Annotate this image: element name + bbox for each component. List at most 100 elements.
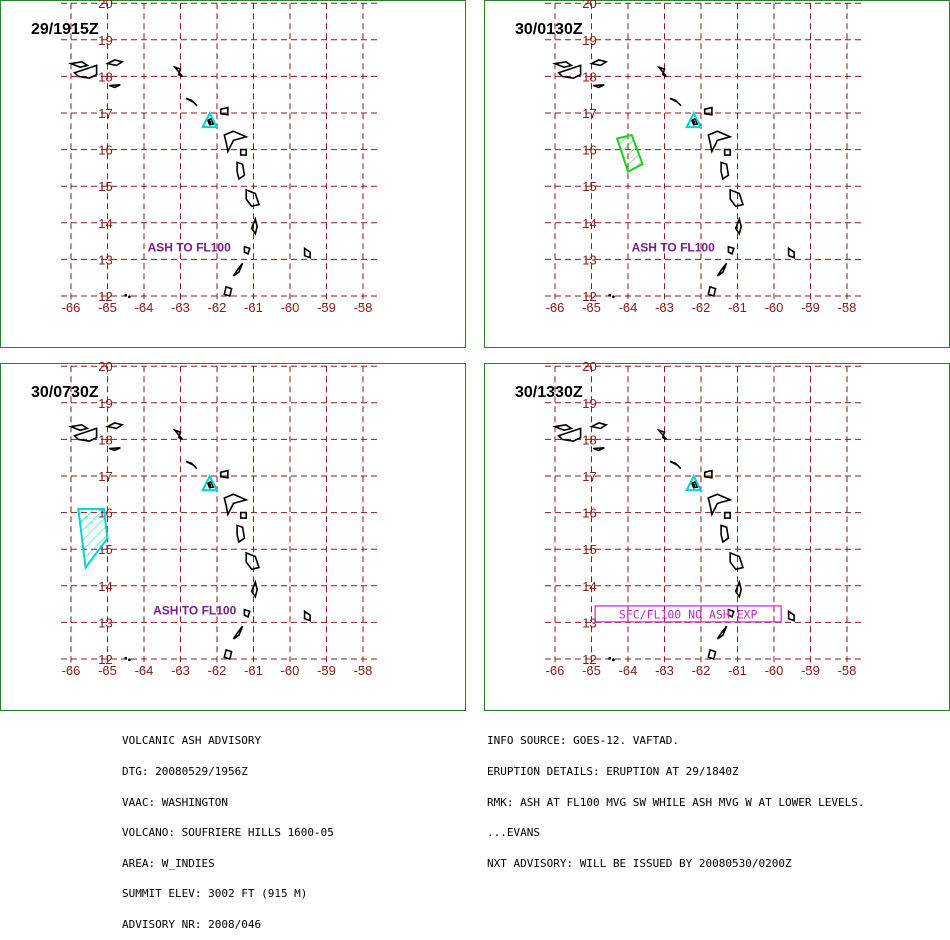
lon-tick-label: -66 [62,663,81,678]
ash-label: ASH TO FL100 [153,603,236,617]
st-croix-outline [593,84,605,89]
lon-tick-label: -61 [244,663,263,678]
lon-tick-label: -64 [135,663,154,678]
lon-tick-label: -63 [171,663,190,678]
lat-tick-label: 13 [98,252,112,267]
st-croix-outline [109,84,121,89]
lat-tick-label: 16 [98,143,112,158]
puerto-rico-outline [73,64,98,80]
lon-tick-label: -62 [692,300,711,315]
lon-tick-label: -58 [838,300,857,315]
panel-time-label: 29/1915Z [31,21,99,38]
lat-tick-label: 12 [98,652,112,667]
guadeloupe-outline [223,130,249,154]
map-canvas-2: -66 -65 -64 -63 -62 -61 -60 -59 -58 12 13 14 15 16 17 1… [545,0,861,315]
lon-tick-label: -63 [171,300,190,315]
lat-tick-label: 20 [582,0,596,11]
st-kitts-outline [669,460,682,470]
virgin-islands-outline [105,422,125,430]
islet-dot [127,295,131,299]
barbados-outline [303,609,311,622]
puerto-rico-west-outline [552,423,574,432]
antigua-outline [703,106,713,116]
islet-dot [608,293,612,297]
grenada-outline [707,285,717,298]
st-vincent-outline [727,608,735,619]
volcano-triangle-icon [685,110,703,129]
barbados-outline [303,246,311,259]
advisory-line: ERUPTION DETAILS: ERUPTION AT 29/1840Z [487,765,739,778]
lon-tick-label: -63 [655,663,674,678]
lat-tick-label: 16 [582,506,596,521]
lat-tick-label: 13 [582,615,596,630]
st-croix-outline [593,447,605,452]
virgin-islands-outline [105,59,125,67]
guadeloupe-outline [223,493,249,517]
advisory-line: INFO SOURCE: GOES-12. VAFTAD. [487,734,680,748]
lat-tick-label: 20 [582,359,596,374]
grenada-outline [707,648,717,661]
advisory-line: NXT ADVISORY: WILL BE ISSUED BY 20080530… [487,856,792,870]
lon-tick-label: -66 [546,663,565,678]
lat-tick-label: 12 [98,289,112,304]
st-kitts-outline [669,97,682,107]
anguilla-outline [656,65,667,78]
lon-tick-label: -59 [317,300,336,315]
st-lucia-outline [734,216,743,236]
map-panel-2: -66 -65 -64 -63 -62 -61 -60 -59 -58 12 13 14 15 16 17 1… [484,0,950,348]
lon-tick-label: -64 [619,663,638,678]
antigua-outline [703,469,713,479]
puerto-rico-outline [557,427,582,443]
islet-dot [124,656,128,660]
lon-tick-label: -64 [619,300,638,315]
islet-dot [612,658,615,662]
lon-tick-label: -62 [692,663,711,678]
lon-tick-label: -62 [208,663,227,678]
lon-tick-label: -58 [838,663,857,678]
advisory-line: ...EVANS [487,826,540,840]
lat-tick-label: 12 [582,289,596,304]
lon-tick-label: -62 [208,300,227,315]
lon-tick-label: -58 [354,663,373,678]
volcano-dot [691,483,696,487]
martinique-outline [245,188,261,208]
guadeloupe-outline [707,130,733,154]
lat-tick-label: 14 [582,579,596,594]
islet-dot [127,658,131,662]
advisory-line: SUMMIT ELEV: 3002 FT (915 M) [122,887,308,901]
lat-tick-label: 15 [98,179,112,194]
barbados-outline [787,609,795,622]
lon-tick-label: -61 [728,663,747,678]
lat-tick-label: 15 [582,542,596,557]
marie-galante-outline [723,148,731,156]
volcano-dot [207,120,212,124]
lat-tick-label: 18 [98,69,112,84]
lon-tick-label: -60 [281,300,300,315]
advisory-line: ADVISORY NR: 2008/046 [122,917,262,931]
st-croix-outline [109,447,121,452]
grenadines-outline [232,262,244,277]
martinique-outline [245,551,261,571]
lat-tick-label: 18 [582,69,596,84]
martinique-outline [729,188,745,208]
lat-tick-label: 13 [98,615,112,630]
advisory-text-left: VOLCANIC ASH ADVISORY DTG: 20080529/1956… [122,716,334,940]
grenada-outline [223,285,233,298]
lat-tick-label: 14 [582,216,596,231]
dominica-outline [720,161,730,181]
ash-label: ASH TO FL100 [632,240,715,254]
lat-tick-label: 16 [582,143,596,158]
lat-tick-label: 14 [98,216,112,231]
grenadines-outline [716,625,728,640]
ash-label: ASH TO FL100 [148,240,231,254]
lon-tick-label: -65 [98,300,117,315]
lon-tick-label: -59 [801,663,820,678]
lat-tick-label: 17 [98,106,112,121]
volcano-dot [207,483,212,487]
lat-tick-label: 15 [582,179,596,194]
barbados-outline [787,246,795,259]
ash-label: SFC/FL100 NO ASH EXP [619,607,758,621]
lat-tick-label: 20 [98,359,112,374]
map-canvas-4: -66 -65 -64 -63 -62 -61 -60 -59 -58 12 13 14 15 16 17 1… [545,359,861,678]
antigua-outline [219,106,229,116]
